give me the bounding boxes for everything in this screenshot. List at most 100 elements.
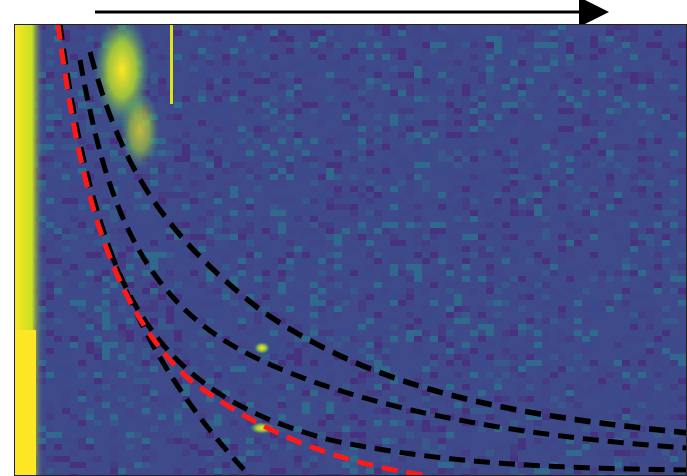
noise-cell	[150, 258, 158, 264]
noise-cell	[86, 342, 94, 348]
noise-cell	[366, 372, 374, 378]
noise-cell	[302, 150, 310, 156]
noise-cell	[334, 30, 342, 36]
noise-cell	[366, 264, 374, 270]
noise-cell	[534, 252, 542, 258]
noise-cell	[590, 414, 598, 420]
noise-cell	[542, 54, 550, 60]
noise-cell	[214, 378, 222, 384]
noise-cell	[454, 210, 462, 216]
noise-cell	[566, 222, 574, 228]
noise-cell	[150, 300, 158, 306]
noise-cell	[334, 36, 342, 42]
noise-cell	[550, 456, 558, 462]
noise-cell	[470, 36, 478, 42]
noise-cell	[550, 270, 558, 276]
noise-cell	[86, 126, 94, 132]
noise-cell	[582, 306, 590, 312]
noise-cell	[638, 336, 646, 342]
noise-cell	[590, 468, 598, 474]
noise-cell	[358, 384, 366, 390]
noise-cell	[46, 408, 54, 414]
noise-cell	[182, 432, 190, 438]
noise-cell	[398, 258, 406, 264]
noise-cell	[614, 126, 622, 132]
noise-cell	[262, 378, 270, 384]
noise-cell	[262, 270, 270, 276]
noise-cell	[190, 462, 198, 468]
noise-cell	[662, 372, 670, 378]
noise-cell	[126, 408, 134, 414]
noise-cell	[374, 390, 382, 396]
noise-cell	[662, 318, 670, 324]
noise-cell	[558, 294, 566, 300]
noise-cell	[478, 270, 486, 276]
noise-cell	[302, 402, 310, 408]
noise-cell	[614, 48, 622, 54]
noise-cell	[318, 390, 326, 396]
noise-cell	[574, 384, 582, 390]
noise-cell	[110, 348, 118, 354]
noise-cell	[502, 276, 510, 282]
noise-cell	[510, 372, 518, 378]
noise-cell	[438, 444, 446, 450]
noise-cell	[166, 252, 174, 258]
noise-cell	[382, 222, 390, 228]
noise-cell	[494, 360, 502, 366]
noise-cell	[574, 456, 582, 462]
noise-cell	[318, 366, 326, 372]
noise-cell	[70, 234, 78, 240]
noise-cell	[94, 108, 102, 114]
noise-cell	[110, 402, 118, 408]
noise-cell	[238, 360, 246, 366]
noise-cell	[126, 204, 134, 210]
noise-cell	[326, 258, 334, 264]
noise-cell	[446, 384, 454, 390]
noise-cell	[494, 48, 502, 54]
noise-cell	[206, 366, 214, 372]
noise-cell	[62, 150, 70, 156]
noise-cell	[406, 192, 414, 198]
noise-cell	[238, 426, 246, 432]
noise-cell	[414, 390, 422, 396]
noise-cell	[366, 468, 374, 474]
noise-cell	[606, 366, 614, 372]
noise-cell	[46, 378, 54, 384]
noise-cell	[406, 300, 414, 306]
noise-cell	[566, 444, 574, 450]
noise-cell	[62, 162, 70, 168]
noise-cell	[294, 90, 302, 96]
noise-cell	[246, 462, 254, 468]
noise-cell	[542, 336, 550, 342]
noise-cell	[678, 360, 686, 366]
noise-cell	[590, 108, 598, 114]
noise-cell	[542, 468, 550, 474]
noise-cell	[182, 156, 190, 162]
noise-cell	[294, 174, 302, 180]
noise-cell	[446, 468, 454, 474]
noise-cell	[622, 198, 630, 204]
noise-cell	[566, 468, 574, 474]
noise-cell	[486, 264, 494, 270]
noise-cell	[238, 366, 246, 372]
noise-cell	[358, 438, 366, 444]
noise-cell	[454, 402, 462, 408]
noise-cell	[94, 276, 102, 282]
noise-cell	[350, 204, 358, 210]
noise-cell	[118, 252, 126, 258]
noise-cell	[118, 306, 126, 312]
noise-cell	[566, 288, 574, 294]
noise-cell	[278, 48, 286, 54]
noise-cell	[398, 300, 406, 306]
noise-cell	[574, 354, 582, 360]
noise-cell	[534, 108, 542, 114]
noise-cell	[342, 330, 350, 336]
noise-cell	[646, 180, 654, 186]
noise-cell	[382, 228, 390, 234]
noise-cell	[302, 198, 310, 204]
noise-cell	[102, 378, 110, 384]
noise-cell	[198, 432, 206, 438]
noise-cell	[222, 252, 230, 258]
noise-cell	[310, 456, 318, 462]
noise-cell	[318, 48, 326, 54]
